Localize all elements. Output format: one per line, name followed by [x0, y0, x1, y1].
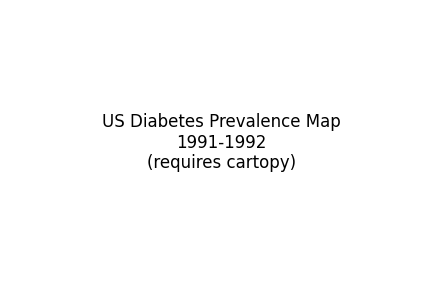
Text: US Diabetes Prevalence Map
1991-1992
(requires cartopy): US Diabetes Prevalence Map 1991-1992 (re…: [102, 113, 341, 172]
